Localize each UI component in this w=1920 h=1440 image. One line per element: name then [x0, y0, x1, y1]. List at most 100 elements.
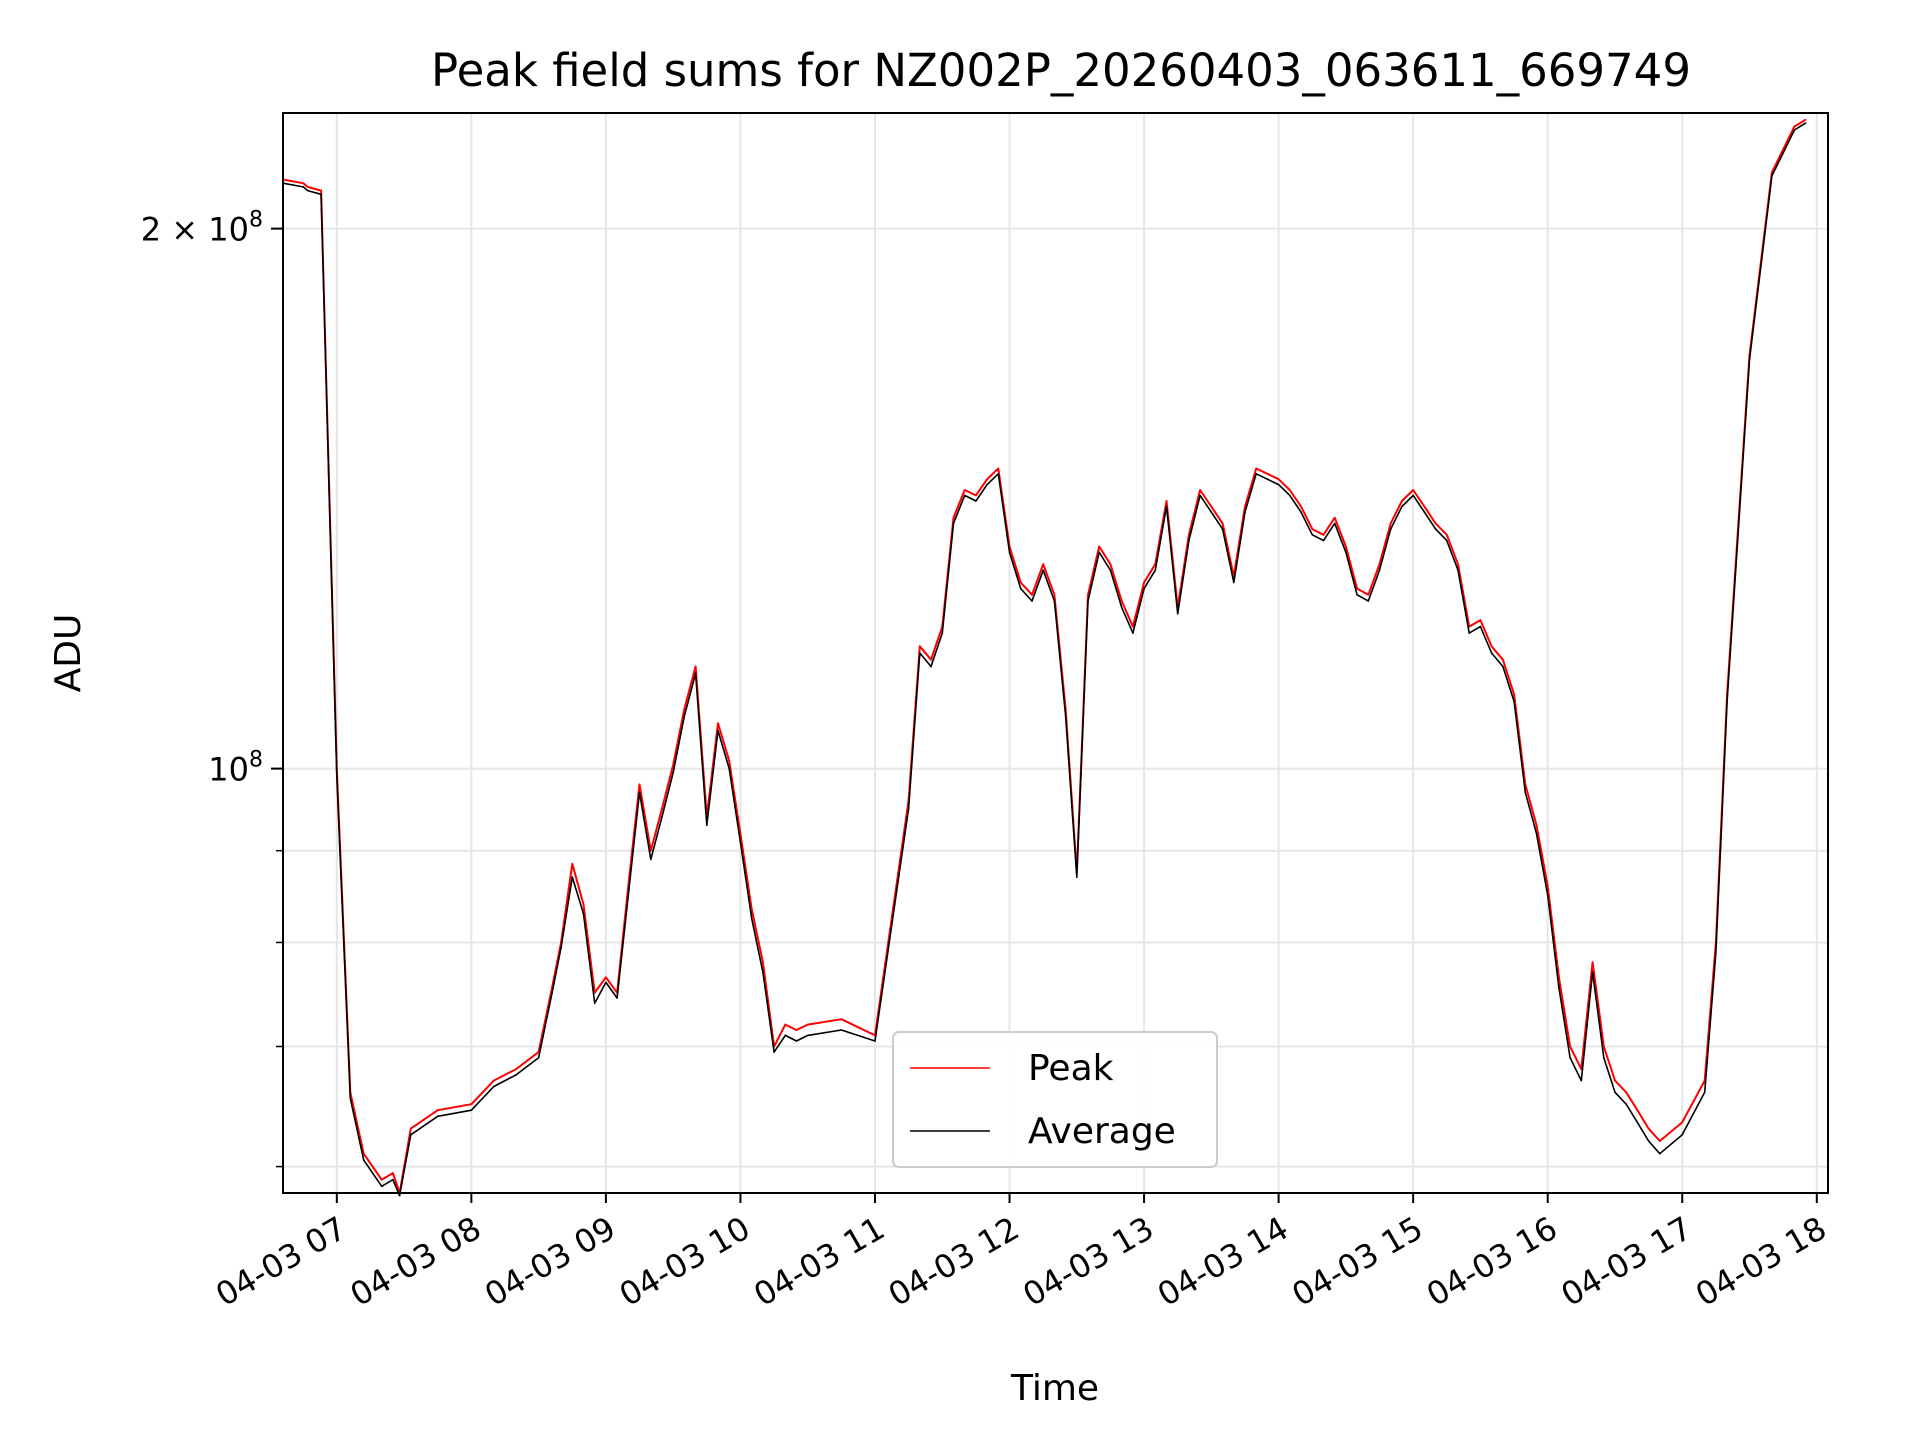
data-point-average — [1412, 494, 1414, 497]
data-point-average — [997, 473, 1000, 475]
data-point-average — [1008, 551, 1011, 554]
data-point-average — [1322, 539, 1325, 542]
data-point-peak — [683, 707, 686, 710]
data-point-peak — [1479, 619, 1482, 621]
data-point-average — [1266, 478, 1269, 481]
data-point-peak — [1188, 534, 1190, 536]
data-point-average — [362, 1159, 365, 1161]
data-point-peak — [1143, 581, 1145, 584]
data-point-peak — [1804, 118, 1807, 121]
data-point-average — [1535, 832, 1538, 835]
data-point-average — [1479, 625, 1482, 628]
data-point-peak — [1636, 1109, 1639, 1111]
y-tick-label: 2 × 108 — [141, 208, 263, 249]
data-point-average — [1165, 505, 1168, 508]
data-point-peak — [986, 478, 988, 481]
legend-box — [892, 1031, 1218, 1168]
data-point-average — [1345, 551, 1347, 554]
data-point-average — [515, 1074, 517, 1076]
data-point-peak — [1199, 489, 1201, 491]
data-point-average — [551, 991, 553, 994]
data-point-average — [840, 1029, 843, 1031]
data-point-average — [1457, 569, 1459, 571]
data-point-peak — [672, 763, 674, 766]
data-point-average — [1378, 569, 1381, 571]
data-point-average — [380, 1185, 383, 1188]
data-point-average — [1098, 551, 1100, 554]
y-tick-label: 108 — [208, 748, 263, 789]
data-point-peak — [661, 807, 663, 810]
data-point-average — [1244, 511, 1246, 513]
data-point-average — [806, 1034, 809, 1037]
data-point-average — [410, 1134, 412, 1136]
data-point-peak — [1042, 563, 1044, 565]
data-point-peak — [1446, 534, 1448, 536]
data-point-average — [1064, 715, 1067, 717]
data-point-peak — [1300, 505, 1302, 508]
data-point-average — [975, 500, 977, 502]
data-point-average — [1793, 129, 1796, 131]
data-point-average — [638, 791, 641, 794]
chart-title: Peak field sums for NZ002P_20260403_0636… — [431, 44, 1691, 97]
data-point-peak — [605, 976, 607, 979]
data-point-average — [1199, 494, 1201, 497]
data-point-average — [1031, 600, 1033, 602]
data-point-average — [1289, 494, 1291, 497]
data-point-peak — [1311, 528, 1314, 530]
data-point-peak — [1771, 171, 1773, 174]
data-point-average — [1311, 534, 1314, 536]
data-point-peak — [728, 760, 730, 762]
data-point-average — [320, 193, 322, 196]
data-point-peak — [750, 908, 753, 910]
data-point-peak — [784, 1023, 787, 1026]
data-point-average — [1210, 511, 1213, 513]
data-point-average — [349, 1097, 352, 1100]
data-point-peak — [1266, 473, 1269, 475]
data-point-peak — [1132, 625, 1134, 628]
data-point-peak — [1277, 478, 1280, 481]
series-average — [282, 122, 1807, 1197]
legend: Peak Average — [892, 1031, 1218, 1168]
data-point-peak — [302, 182, 305, 184]
data-point-peak — [410, 1127, 412, 1130]
data-point-average — [1356, 594, 1358, 596]
data-point-average — [941, 632, 944, 634]
data-point-peak — [694, 665, 697, 668]
data-point-peak — [1109, 563, 1112, 565]
data-point-peak — [1221, 522, 1224, 525]
y-axis: 108 2 × 108 — [141, 208, 283, 1168]
data-point-average — [571, 876, 574, 878]
data-point-average — [1109, 569, 1112, 571]
data-point-peak — [1457, 563, 1459, 565]
data-point-average — [1423, 511, 1426, 513]
data-point-average — [717, 729, 719, 732]
data-point-average — [302, 186, 305, 188]
data-point-peak — [1389, 522, 1392, 525]
data-point-peak — [1569, 1045, 1571, 1048]
legend-label-average: Average — [1028, 1111, 1176, 1152]
data-point-peak — [380, 1178, 383, 1181]
data-point-average — [1591, 971, 1594, 973]
data-point-average — [706, 824, 708, 826]
data-point-peak — [1378, 563, 1381, 565]
data-point-average — [1603, 1056, 1605, 1059]
data-point-average — [436, 1115, 439, 1118]
data-point-average — [627, 894, 630, 896]
data-point-peak — [806, 1023, 809, 1026]
data-point-peak — [1165, 500, 1168, 502]
data-point-average — [1019, 587, 1022, 590]
data-point-average — [1726, 700, 1728, 703]
data-point-average — [1143, 587, 1145, 590]
data-point-peak — [1659, 1140, 1661, 1142]
data-point-peak — [362, 1152, 365, 1155]
data-point-average — [1569, 1056, 1571, 1059]
data-point-average — [1659, 1152, 1661, 1155]
data-point-average — [986, 483, 988, 486]
data-point-average — [1468, 632, 1470, 634]
data-point-average — [398, 1194, 401, 1197]
data-point-average — [963, 494, 966, 497]
data-point-peak — [975, 494, 977, 497]
data-point-peak — [470, 1103, 473, 1105]
data-point-average — [1748, 359, 1751, 361]
data-point-peak — [1603, 1045, 1605, 1048]
